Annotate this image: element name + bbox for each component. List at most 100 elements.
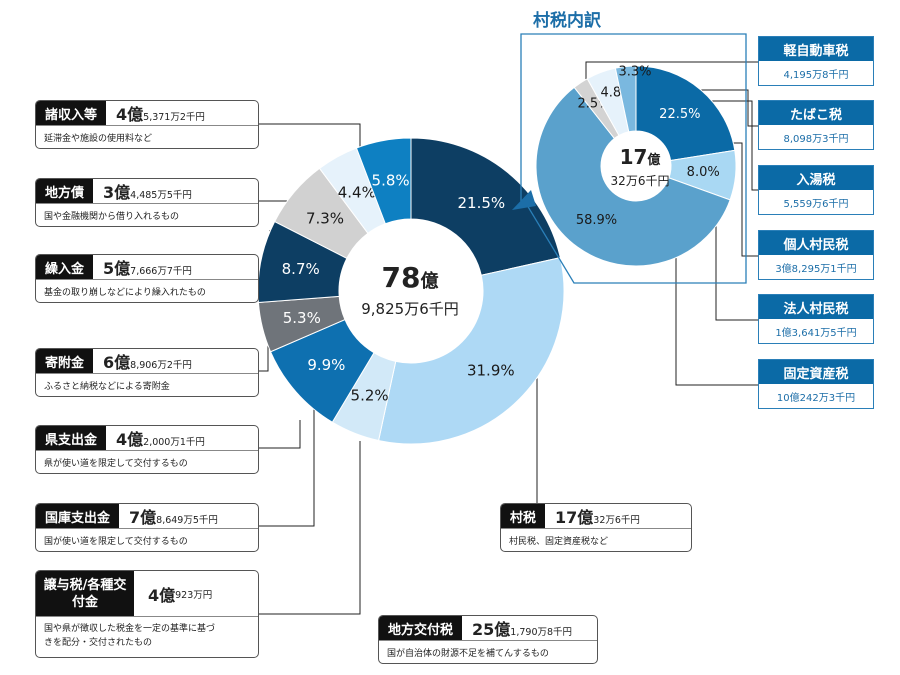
main-pie-center-total: 78億 9,825万6千円 [335,262,485,319]
category-amount-small: 8,649万5千円 [156,515,218,526]
main-pie-slice-label: 5.2% [351,387,389,405]
tax-label: 軽自動車税 [759,37,873,61]
tax-box-fixed-asset: 固定資産税 10億242万3千円 [758,359,874,409]
category-label: 譲与税/各種交付金 [36,571,134,616]
main-pie-slice-label: 8.7% [282,260,320,278]
village-tax-pie-chart: 22.5%8.0%58.9%2.5%4.8%3.3% [535,65,737,267]
tax-label: 入湯税 [759,166,873,190]
sub-total-unit: 億 [647,153,661,168]
sub-total-big: 17 [619,145,648,169]
category-amount-small: 1,790万8千円 [510,627,573,638]
sub-pie-slice-label: 8.0% [687,165,720,180]
category-amount-big: 3億 [103,183,131,202]
category-box-donations: 寄附金 6億 8,906万2千円 ふるさと納税などによる寄附金 [35,348,259,397]
leader-line [675,253,758,386]
main-pie-slice-label: 21.5% [458,194,506,212]
category-description: ふるさと納税などによる寄附金 [44,382,170,392]
tax-label: 固定資産税 [759,360,873,384]
callout-frame [520,33,747,284]
category-description: 国や金融機関から借り入れるもの [44,212,180,222]
category-amount-big: 4億 [116,430,144,449]
category-label: 地方交付税 [379,616,463,640]
category-amount-big: 4億 [148,585,176,605]
main-total-sub: 9,825万6千円 [361,300,459,318]
sub-pie-slice-label: 3.3% [618,65,651,80]
category-description: 延滞金や施設の使用料など [44,134,153,144]
category-label: 寄附金 [36,349,94,373]
category-amount-small: 2,000万1千円 [143,437,205,448]
category-label: 諸収入等 [36,101,107,125]
category-amount-small: 7,666万7千円 [130,266,192,277]
tax-label: 法人村民税 [759,295,873,319]
tax-box-light-vehicle: 軽自動車税 4,195万8千円 [758,36,874,86]
main-pie-slice-label: 4.4% [338,183,376,201]
category-box-local-allocation-tax: 地方交付税 25億 1,790万8千円 国が自治体の財源不足を補てんするもの [378,615,598,664]
category-amount-small: 923万円 [175,589,213,601]
sub-pie-slice-label: 22.5% [659,107,700,122]
tax-box-tobacco: たばこ税 8,098万3千円 [758,100,874,150]
tax-value: 1億3,641万5千円 [775,327,857,339]
category-box-misc-income: 諸収入等 4億 5,371万2千円 延滞金や施設の使用料など [35,100,259,149]
leader-line [257,123,361,150]
category-box-local-bonds: 地方債 3億 4,485万5千円 国や金融機関から借り入れるもの [35,178,259,227]
leader-lines [257,61,758,615]
main-pie-slice-label: 9.9% [307,356,345,374]
tax-label: 個人村民税 [759,231,873,255]
leader-line [257,441,361,615]
category-amount-big: 6億 [103,353,131,372]
category-amount-big: 17億 [555,508,594,527]
main-pie-center-hole [339,219,483,363]
category-box-transfer-tax-grants: 譲与税/各種交付金 4億 923万円 国や県が徴収した税金を一定の基準に基づきを配… [35,570,259,658]
sub-total-sub: 32万6千円 [610,174,670,188]
sub-chart-callout [512,33,747,284]
tax-value: 3億8,295万1千円 [775,263,857,275]
category-description: 県が使い道を限定して交付するもの [44,459,188,469]
tax-value: 4,195万8千円 [783,69,849,81]
sub-chart-title: 村税内訳 [533,11,601,31]
category-description: 国が使い道を限定して交付するもの [44,537,188,547]
leader-line [257,398,315,527]
category-amount-small: 8,906万2千円 [130,360,192,371]
category-description: 国が自治体の財源不足を補てんするもの [387,649,549,659]
category-label: 地方債 [36,179,94,203]
category-box-transfers-in: 繰入金 5億 7,666万7千円 基金の取り崩しなどにより繰入れたもの [35,254,259,303]
tax-box-individual-resident: 個人村民税 3億8,295万1千円 [758,230,874,280]
main-total-big: 78 [381,261,421,294]
main-pie-slice-label: 5.8% [372,171,410,189]
main-pie-chart: 21.5% 31.9% 5.2% 9.9% 5.3% 8.7% 7.3% 4.4%5.8% [257,137,565,445]
category-amount-big: 25億 [472,620,511,639]
category-box-village-tax: 村税 17億 32万6千円 村民税、固定資産税など [500,503,692,552]
category-amount-big: 4億 [116,105,144,124]
sub-pie-slice-label: 58.9% [576,213,617,228]
leader-line [257,420,301,449]
sub-pie-center-total: 17億 32万6千円 [590,146,690,189]
main-total-unit: 億 [420,271,439,292]
category-amount-big: 5億 [103,259,131,278]
category-box-national-disbursements: 国庫支出金 7億 8,649万5千円 国が使い道を限定して交付するもの [35,503,259,552]
category-description: 国や県が徴収した税金を一定の基準に基づきを配分・交付されたもの [44,624,216,648]
leader-line [715,196,758,321]
category-box-prefectural-disbursements: 県支出金 4億 2,000万1千円 県が使い道を限定して交付するもの [35,425,259,474]
callout-arrow [512,190,536,210]
category-amount-big: 7億 [129,508,157,527]
category-label: 村税 [501,504,546,528]
tax-box-bathing: 入湯税 5,559万6千円 [758,165,874,215]
category-amount-small: 32万6千円 [593,515,640,526]
main-pie-slice-label: 5.3% [283,309,321,327]
category-amount-small: 5,371万2千円 [143,112,205,123]
category-description: 基金の取り崩しなどにより繰入れたもの [44,288,206,298]
leader-line [257,336,269,372]
tax-value: 8,098万3千円 [783,133,849,145]
category-label: 繰入金 [36,255,94,279]
tax-label: たばこ税 [759,101,873,125]
main-pie-slice-label: 31.9% [467,361,515,379]
main-pie-slice-label: 7.3% [306,209,344,227]
tax-box-corporate-resident: 法人村民税 1億3,641万5千円 [758,294,874,344]
tax-value: 5,559万6千円 [783,198,849,210]
category-label: 国庫支出金 [36,504,120,528]
category-label: 県支出金 [36,426,107,450]
category-description: 村民税、固定資産税など [509,537,609,547]
tax-value: 10億242万3千円 [776,392,856,404]
category-amount-small: 4,485万5千円 [130,190,192,201]
